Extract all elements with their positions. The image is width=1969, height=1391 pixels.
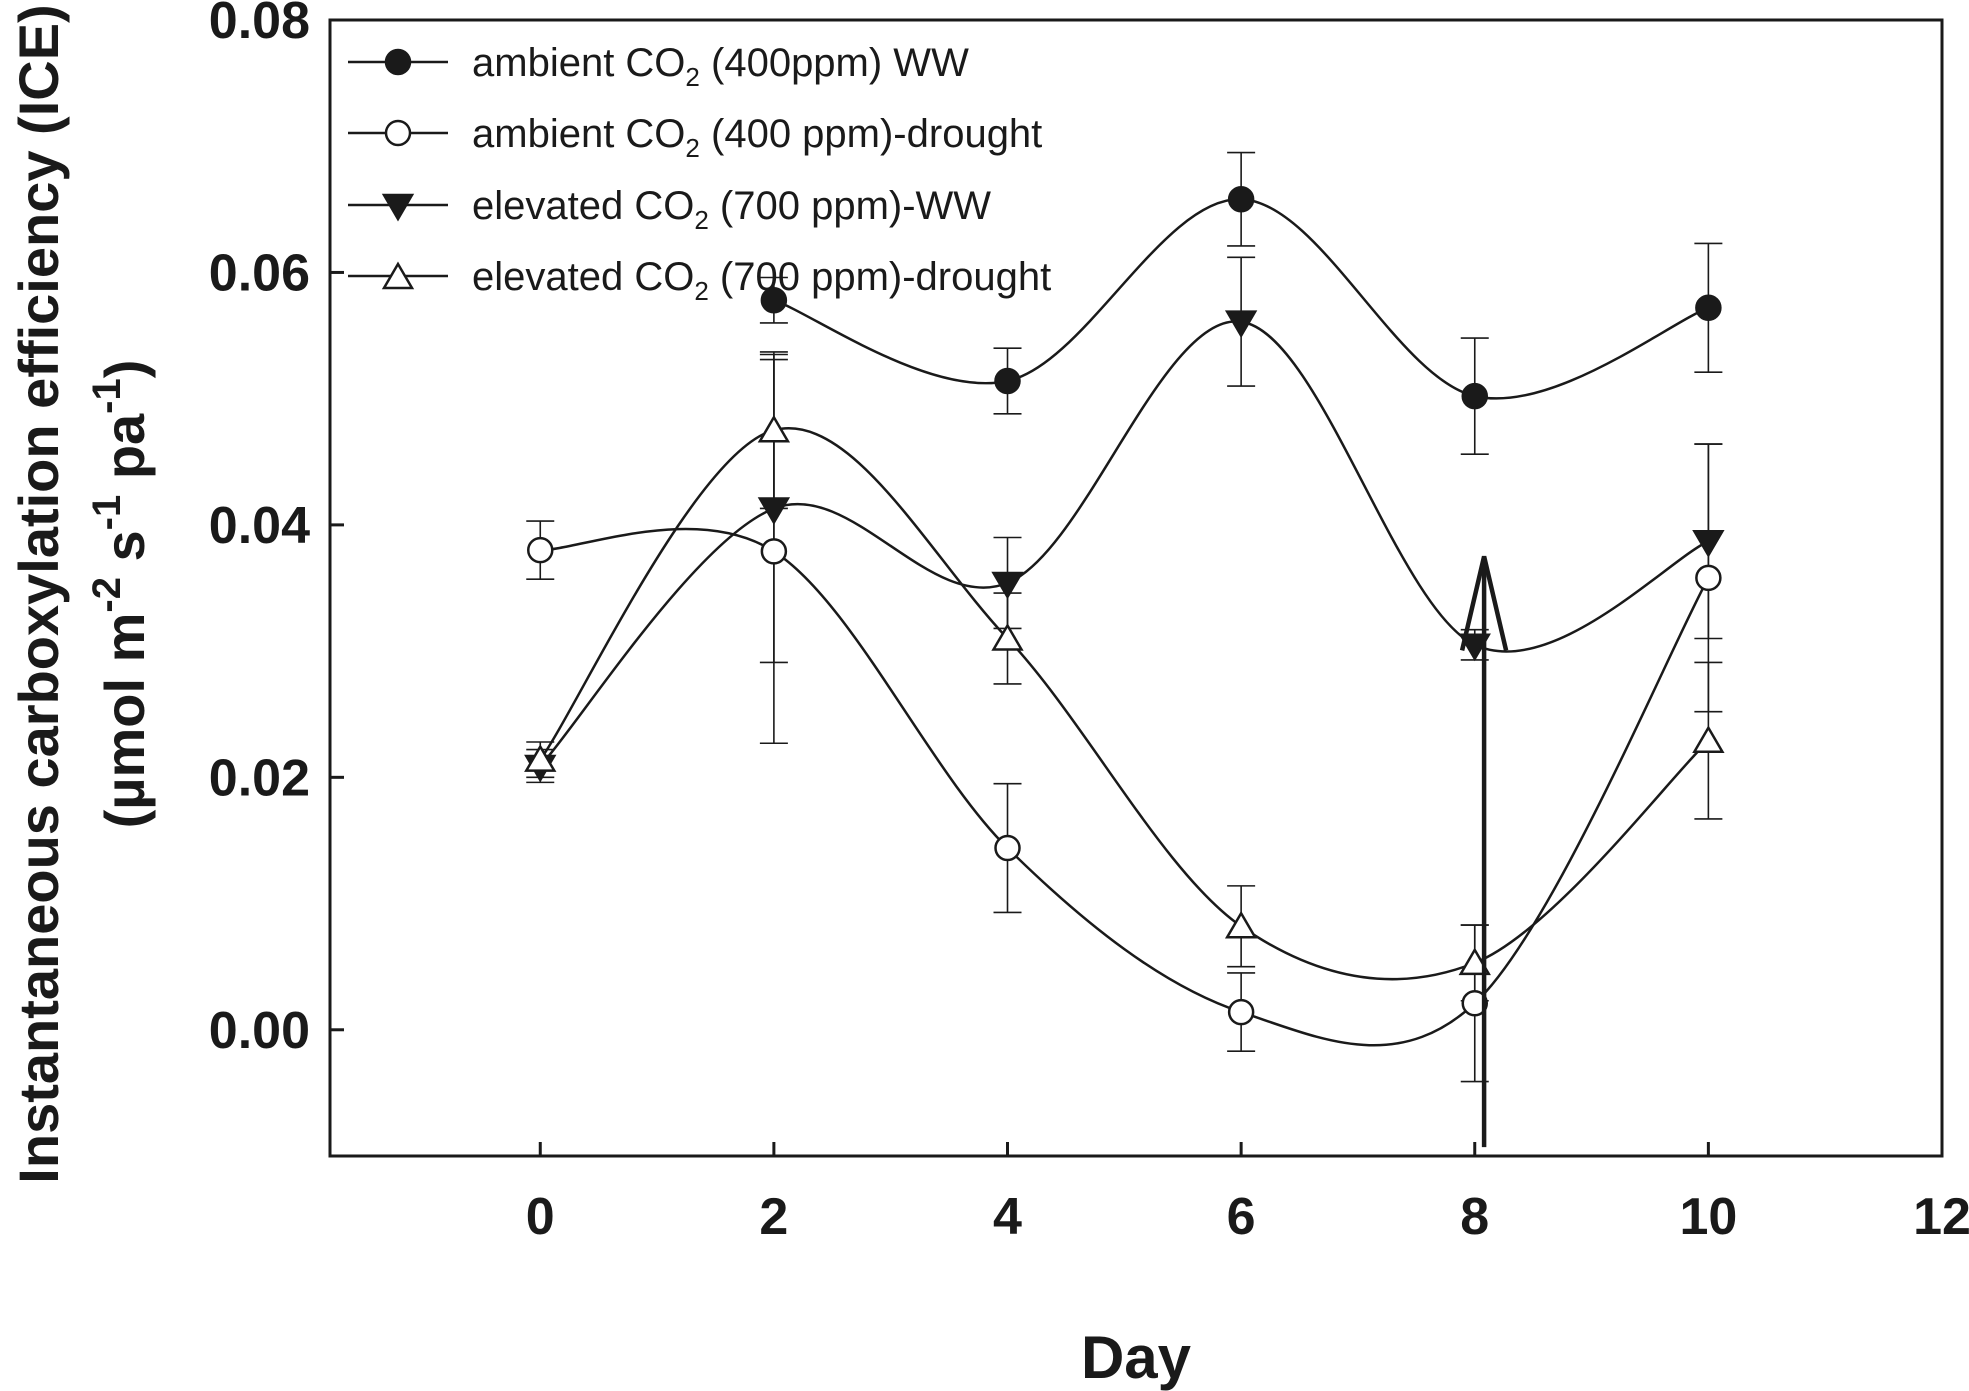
axes: 0 2 4 6 8 10 12 0.00 0.02 0.04 0.06 0.08: [209, 0, 1969, 1246]
y-axis-title-line1: Instantaneous carboxylation efficiency (…: [7, 4, 70, 1183]
data-point-s2-x2: [757, 497, 791, 525]
series-line-3: [539, 427, 1710, 981]
legend-marker-filled-circle: [384, 48, 412, 76]
y-tick-label: 0.04: [209, 497, 310, 555]
data-point-s0-x10: [1695, 294, 1722, 322]
x-tick-label: 10: [1679, 1188, 1737, 1246]
data-point-s1-x6: [1227, 998, 1255, 1026]
data-point-s1-x0: [527, 536, 554, 564]
data-point-s1-x8: [1461, 990, 1489, 1017]
plot-frame: [328, 18, 1944, 1158]
y-tick-label: 0.02: [209, 749, 310, 807]
data-point-s0-x8: [1461, 382, 1489, 410]
data-point-s3-x6: [1224, 910, 1258, 939]
data-point-s3-x4: [991, 623, 1024, 651]
legend-marker-open-circle: [384, 119, 412, 147]
x-tick-label: 12: [1913, 1188, 1969, 1246]
x-tick-label: 8: [1460, 1188, 1489, 1246]
x-tick-label: 2: [759, 1188, 788, 1246]
legend-label-ambient-drought: ambient CO2 (400 ppm)-drought: [472, 112, 1042, 163]
data-point-s2-x8: [1458, 633, 1491, 662]
data-point-s0-x4: [994, 367, 1021, 395]
legend: ambient CO2 (400ppm) WW ambient CO2 (400…: [348, 41, 1051, 306]
x-tick-label: 6: [1227, 1188, 1256, 1246]
annotations: [1459, 555, 1509, 1148]
y-axis-title-line2: (µmol m-2 s-1 pa-1): [85, 360, 156, 829]
legend-item-elevated-drought: elevated CO2 (700 ppm)-drought: [348, 255, 1051, 306]
data-point-s2-x6: [1224, 310, 1258, 339]
legend-item-elevated-ww: elevated CO2 (700 ppm)-WW: [348, 184, 991, 235]
x-axis-title: Day: [1081, 1324, 1192, 1391]
data-point-s3-x8: [1458, 947, 1491, 976]
legend-label-elevated-drought: elevated CO2 (700 ppm)-drought: [472, 255, 1051, 306]
legend-marker-open-triangle-up: [381, 261, 415, 290]
legend-marker-filled-triangle-down: [381, 193, 415, 222]
data-point-s1-x4: [994, 834, 1021, 862]
x-tick-label: 0: [526, 1188, 555, 1246]
legend-item-ambient-drought: ambient CO2 (400 ppm)-drought: [348, 112, 1042, 163]
annotation-arrow-head: [1459, 555, 1509, 651]
data-point-s1-x10: [1695, 564, 1722, 592]
series-line-2: [539, 320, 1709, 767]
series-line-1: [540, 527, 1710, 1047]
y-tick-label: 0.08: [209, 0, 310, 50]
data-markers: [524, 185, 1725, 1026]
legend-label-elevated-ww: elevated CO2 (700 ppm)-WW: [472, 184, 991, 235]
series-curves: [539, 197, 1710, 1047]
y-tick-label: 0.06: [209, 244, 310, 302]
data-point-s0-x6: [1227, 185, 1255, 213]
data-point-s3-x10: [1692, 725, 1725, 753]
legend-label-ambient-ww: ambient CO2 (400ppm) WW: [472, 41, 969, 92]
data-point-s3-x2: [757, 414, 791, 443]
data-point-s0-x2: [760, 286, 788, 314]
data-point-s1-x2: [760, 538, 788, 565]
data-point-s2-x10: [1692, 530, 1725, 558]
legend-item-ambient-ww: ambient CO2 (400ppm) WW: [348, 41, 969, 92]
data-point-s2-x4: [991, 571, 1024, 600]
data-point-s3-x0: [524, 744, 557, 772]
y-tick-label: 0.00: [209, 1002, 310, 1060]
x-tick-label: 4: [993, 1188, 1022, 1246]
